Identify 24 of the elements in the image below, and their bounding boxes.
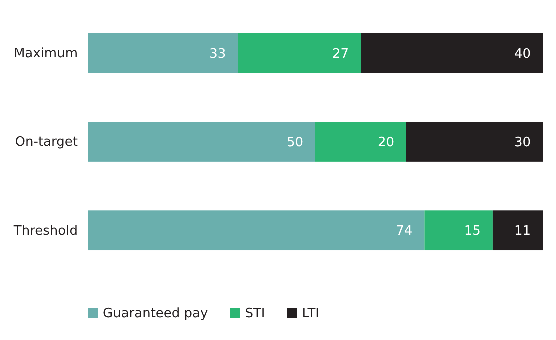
bar <box>238 33 361 74</box>
bar <box>424 210 493 251</box>
y-tick-label: On-target <box>15 135 78 150</box>
data-label: 27 <box>332 46 349 62</box>
y-tick-label: Threshold <box>12 224 78 239</box>
bar <box>88 210 425 251</box>
data-label: 40 <box>514 46 531 62</box>
bar <box>88 122 316 162</box>
data-label: 30 <box>514 136 531 151</box>
data-label: 74 <box>396 224 413 240</box>
bar <box>492 210 543 251</box>
data-label: 33 <box>210 46 226 62</box>
data-label: 50 <box>286 136 304 151</box>
bar <box>88 33 238 74</box>
legend-label: LTI <box>302 306 320 322</box>
data-label: 15 <box>464 224 481 240</box>
bar <box>361 33 543 74</box>
data-label: 11 <box>514 224 531 240</box>
bar <box>406 122 543 162</box>
data-label: 20 <box>378 136 394 151</box>
bar <box>316 122 406 162</box>
y-tick-label: Maximum <box>14 46 78 62</box>
legend-label: Guaranteed pay <box>103 306 209 322</box>
legend-label: STI <box>245 306 266 322</box>
